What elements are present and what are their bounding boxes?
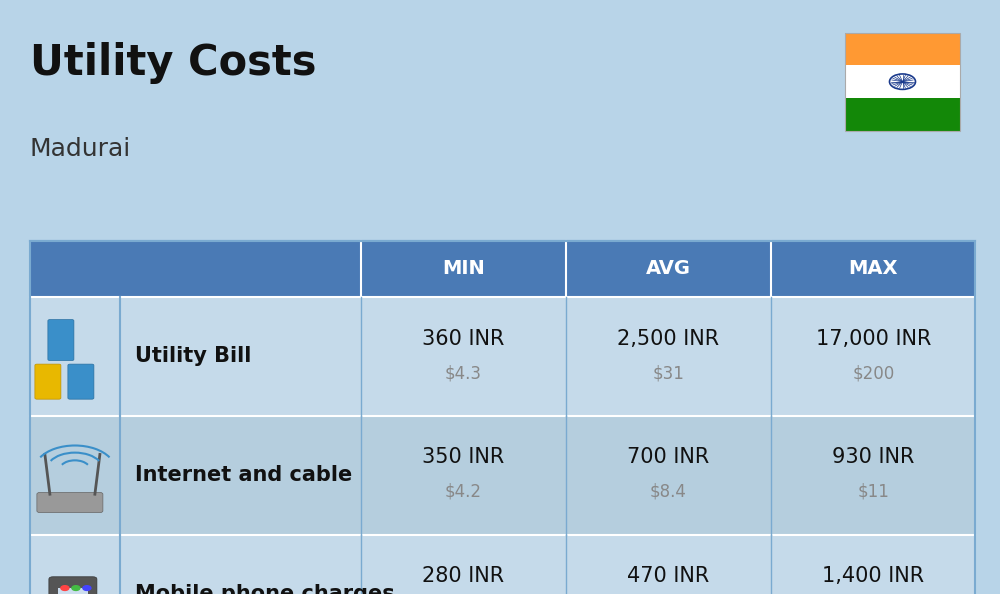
Text: 350 INR: 350 INR bbox=[422, 447, 504, 467]
Text: 930 INR: 930 INR bbox=[832, 447, 915, 467]
Bar bbox=[845, 33, 960, 65]
FancyBboxPatch shape bbox=[37, 492, 103, 513]
Text: 1,400 INR: 1,400 INR bbox=[822, 566, 924, 586]
Bar bbox=[30, 416, 975, 535]
Text: Madurai: Madurai bbox=[30, 137, 131, 160]
Bar bbox=[30, 416, 120, 535]
Text: Internet and cable: Internet and cable bbox=[135, 465, 352, 485]
Text: 360 INR: 360 INR bbox=[422, 328, 504, 349]
Text: Utility Bill: Utility Bill bbox=[135, 346, 251, 366]
Text: 17,000 INR: 17,000 INR bbox=[816, 328, 931, 349]
FancyBboxPatch shape bbox=[48, 320, 74, 361]
Text: 280 INR: 280 INR bbox=[422, 566, 504, 586]
Bar bbox=[845, 65, 960, 98]
Text: Mobile phone charges: Mobile phone charges bbox=[135, 584, 395, 594]
Bar bbox=[845, 33, 960, 131]
FancyBboxPatch shape bbox=[68, 364, 94, 399]
FancyBboxPatch shape bbox=[35, 364, 61, 399]
Text: 2,500 INR: 2,500 INR bbox=[617, 328, 719, 349]
Circle shape bbox=[83, 586, 91, 590]
Text: AVG: AVG bbox=[646, 260, 691, 278]
Text: Utility Costs: Utility Costs bbox=[30, 42, 316, 84]
Circle shape bbox=[61, 586, 69, 590]
Text: MAX: MAX bbox=[849, 260, 898, 278]
Text: $4.2: $4.2 bbox=[445, 483, 482, 501]
Text: $31: $31 bbox=[652, 364, 684, 382]
Bar bbox=[30, 241, 975, 594]
Bar bbox=[30, 535, 120, 594]
Bar bbox=[30, 241, 975, 297]
Text: $11: $11 bbox=[857, 483, 889, 501]
Circle shape bbox=[72, 586, 80, 590]
Text: 700 INR: 700 INR bbox=[627, 447, 709, 467]
Bar bbox=[30, 297, 975, 416]
Bar bbox=[30, 535, 975, 594]
Text: $4.3: $4.3 bbox=[445, 364, 482, 382]
Bar bbox=[845, 98, 960, 131]
Text: 470 INR: 470 INR bbox=[627, 566, 709, 586]
Text: $8.4: $8.4 bbox=[650, 483, 687, 501]
Text: MIN: MIN bbox=[442, 260, 485, 278]
Bar bbox=[58, 588, 88, 594]
FancyBboxPatch shape bbox=[49, 577, 97, 594]
Bar bbox=[30, 297, 120, 416]
Text: $200: $200 bbox=[852, 364, 895, 382]
